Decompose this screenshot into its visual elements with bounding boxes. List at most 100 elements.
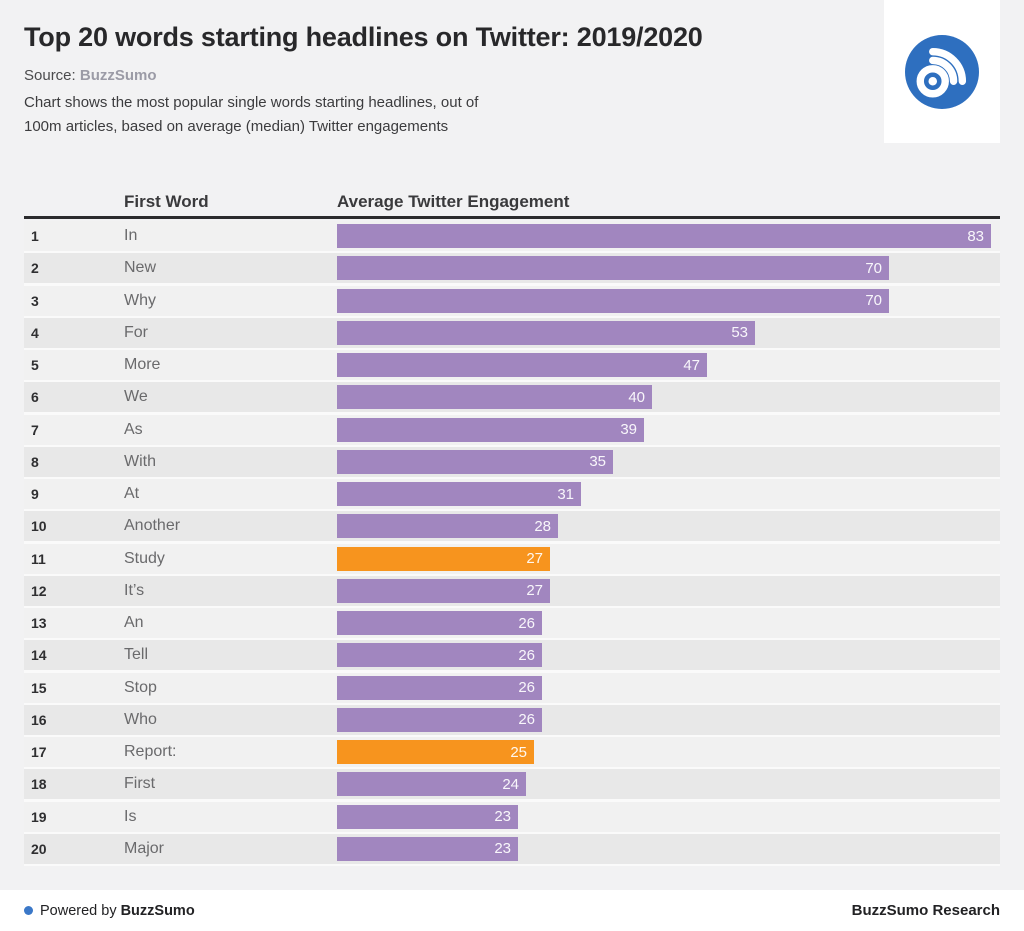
bar-value-label: 27: [526, 582, 543, 600]
engagement-bar: 70: [337, 256, 889, 281]
bar-track: 70: [337, 253, 1000, 283]
buzzsumo-logo-icon: [905, 35, 979, 109]
rank-cell: 9: [31, 486, 39, 502]
table-row: 20 Major 23: [24, 833, 1000, 864]
bar-value-label: 53: [731, 324, 748, 342]
engagement-bar: 27: [337, 578, 550, 603]
engagement-bar: 35: [337, 449, 613, 474]
bar-track: 24: [337, 769, 1000, 799]
word-cell: Another: [124, 517, 181, 535]
word-cell: With: [124, 452, 156, 470]
footer-bar: Powered by BuzzSumo BuzzSumo Research: [0, 890, 1024, 931]
bar-value-label: 25: [510, 743, 527, 761]
rank-cell: 10: [31, 518, 47, 535]
column-header-first-word: First Word: [124, 192, 209, 211]
rank-cell: 19: [31, 808, 47, 825]
table-body: 1 In 83 2 New 70 3 Why 70: [24, 221, 1000, 866]
bar-value-label: 26: [518, 614, 535, 632]
source-label: Source:: [24, 67, 76, 84]
word-cell: We: [124, 388, 148, 406]
chart-description: Chart shows the most popular single word…: [24, 91, 478, 139]
table-row: 11 Study 27: [24, 543, 1000, 574]
source-link[interactable]: BuzzSumo: [79, 67, 157, 84]
bar-track: 47: [337, 350, 1000, 380]
word-cell: Study: [124, 549, 165, 567]
column-header-engagement: Average Twitter Engagement: [337, 192, 570, 211]
word-cell: Stop: [124, 678, 157, 696]
rank-cell: 6: [31, 389, 39, 406]
bar-value-label: 70: [865, 292, 882, 309]
word-cell: First: [124, 775, 156, 793]
table-row: 2 New 70: [24, 253, 1000, 284]
table-row: 4 For 53: [24, 317, 1000, 348]
bar-value-label: 23: [494, 808, 511, 825]
word-cell: Why: [124, 291, 156, 309]
bar-track: 40: [337, 382, 1000, 412]
engagement-bar: 83: [337, 224, 991, 248]
powered-by: Powered by BuzzSumo: [24, 890, 195, 931]
description-line-1: Chart shows the most popular single word…: [24, 94, 479, 111]
rank-cell: 18: [31, 776, 47, 793]
engagement-bar: 31: [337, 482, 581, 506]
rank-cell: 1: [31, 228, 39, 244]
engagement-bar: 26: [337, 611, 542, 635]
rank-cell: 20: [31, 840, 47, 857]
table-row: 7 As 39: [24, 414, 1000, 445]
source-line: Source: BuzzSumo: [24, 67, 157, 84]
bar-value-label: 31: [557, 485, 574, 503]
bar-value-label: 23: [494, 840, 511, 858]
word-cell: An: [124, 614, 144, 631]
table-row: 5 More 47: [24, 350, 1000, 380]
rank-cell: 7: [31, 421, 39, 438]
bar-value-label: 26: [518, 711, 535, 729]
rank-cell: 16: [31, 711, 47, 728]
rank-cell: 17: [31, 744, 47, 760]
table-row: 17 Report: 25: [24, 737, 1000, 767]
bar-track: 31: [337, 479, 1000, 509]
research-credit: BuzzSumo Research: [851, 902, 1000, 919]
word-cell: Major: [124, 839, 165, 857]
bar-track: 28: [337, 511, 1000, 541]
bar-track: 23: [337, 802, 1000, 832]
table-row: 16 Who 26: [24, 704, 1000, 735]
page-title: Top 20 words starting headlines on Twitt…: [24, 22, 703, 52]
bar-track: 26: [337, 705, 1000, 735]
engagement-bar: 70: [337, 288, 889, 313]
bar-track: 25: [337, 737, 1000, 767]
table-row: 12 It’s 27: [24, 575, 1000, 606]
bar-value-label: 39: [620, 421, 637, 438]
bar-track: 26: [337, 673, 1000, 703]
bar-value-label: 26: [518, 679, 535, 696]
table-row: 19 Is 23: [24, 801, 1000, 832]
engagement-bar: 39: [337, 417, 644, 442]
rank-cell: 2: [31, 260, 39, 277]
rank-cell: 14: [31, 647, 47, 664]
engagement-bar: 26: [337, 675, 542, 700]
table-header: First Word Average Twitter Engagement: [24, 192, 1000, 214]
bar-value-label: 47: [683, 356, 700, 374]
bar-value-label: 40: [628, 388, 645, 406]
table-row: 10 Another 28: [24, 511, 1000, 542]
word-cell: At: [124, 485, 140, 502]
rank-cell: 15: [31, 679, 47, 696]
engagement-bar: 53: [337, 320, 755, 345]
rank-cell: 4: [31, 324, 39, 341]
engagement-bar: 26: [337, 643, 542, 668]
table-row: 18 First 24: [24, 769, 1000, 800]
bar-track: 35: [337, 447, 1000, 477]
engagement-bar: 26: [337, 707, 542, 732]
rank-cell: 13: [31, 615, 47, 631]
bullet-dot-icon: [24, 906, 33, 915]
bar-value-label: 27: [526, 550, 543, 567]
table-row: 15 Stop 26: [24, 672, 1000, 703]
table-row: 14 Tell 26: [24, 640, 1000, 671]
table-row: 1 In 83: [24, 221, 1000, 251]
bar-track: 83: [337, 221, 1000, 251]
table-row: 13 An 26: [24, 608, 1000, 638]
bar-value-label: 26: [518, 646, 535, 664]
engagement-bar: 40: [337, 385, 652, 410]
engagement-bar: 23: [337, 836, 518, 861]
bar-track: 23: [337, 834, 1000, 864]
bar-value-label: 83: [967, 227, 984, 245]
rank-cell: 8: [31, 453, 39, 470]
